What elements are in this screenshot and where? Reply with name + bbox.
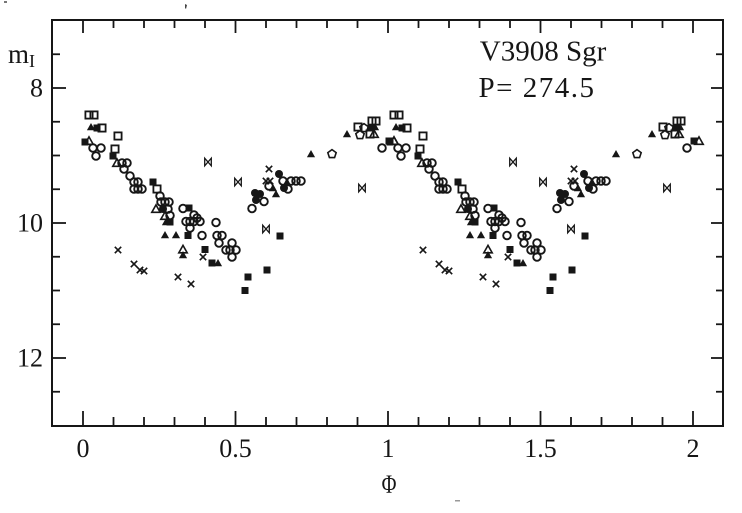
svg-text:0: 0 xyxy=(77,434,90,463)
svg-text:mI: mI xyxy=(8,39,35,71)
svg-text:8: 8 xyxy=(30,74,43,103)
svg-text:10: 10 xyxy=(17,209,43,238)
svg-text:12: 12 xyxy=(17,344,43,373)
svg-text:P= 274.5: P= 274.5 xyxy=(479,72,596,104)
svg-text:V3908 Sgr: V3908 Sgr xyxy=(480,36,607,68)
svg-text:1: 1 xyxy=(382,434,395,463)
svg-text:0.5: 0.5 xyxy=(219,434,252,463)
svg-text:Φ: Φ xyxy=(382,471,397,500)
svg-text:1.5: 1.5 xyxy=(524,434,557,463)
svg-text:2: 2 xyxy=(687,434,700,463)
